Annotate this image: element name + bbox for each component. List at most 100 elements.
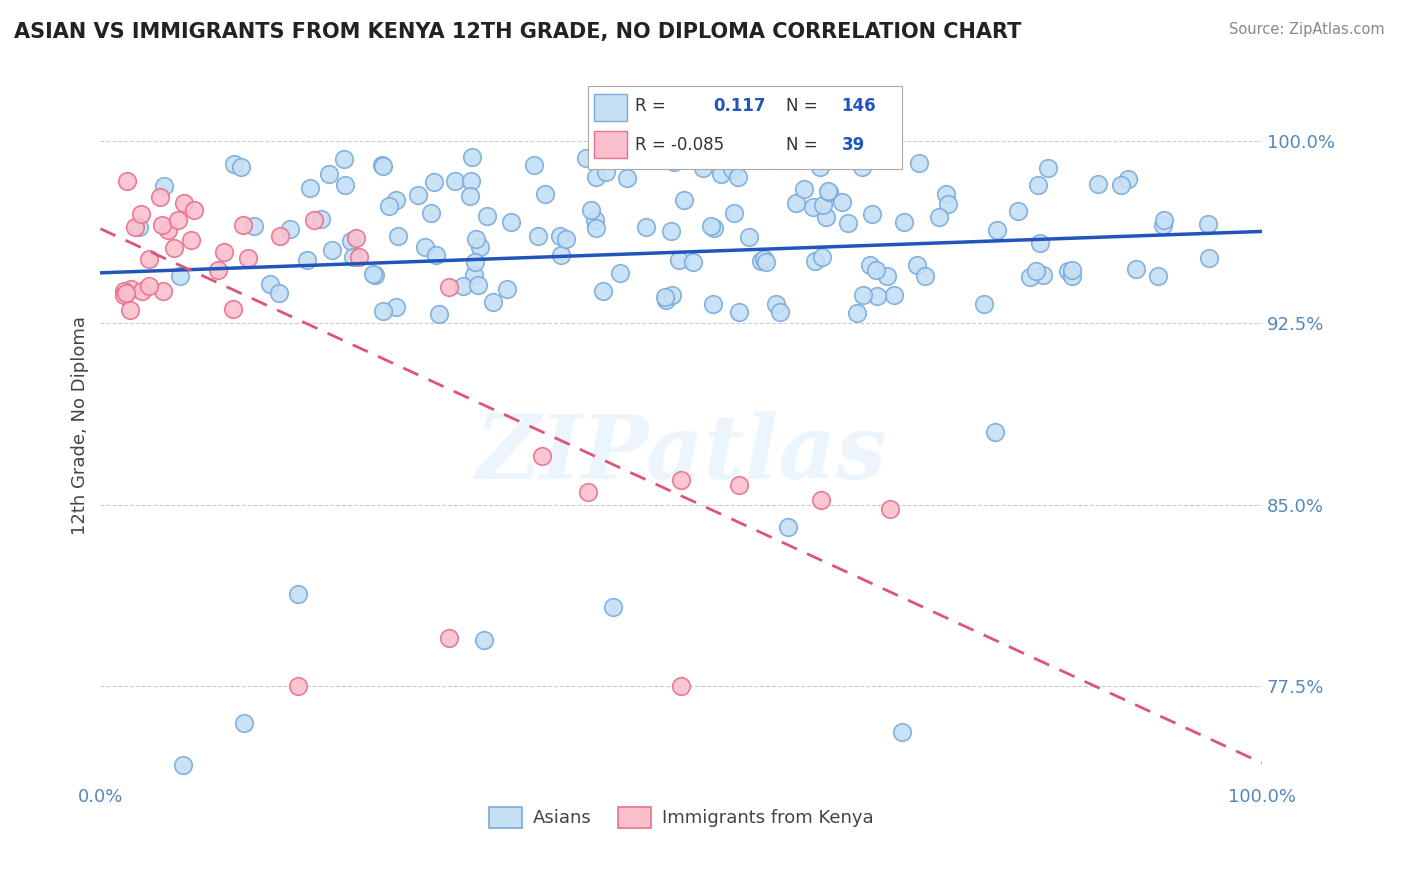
Point bbox=[1125, 261, 1147, 276]
Point bbox=[332, 153, 354, 167]
Point bbox=[302, 213, 325, 227]
Point bbox=[481, 294, 503, 309]
Point bbox=[860, 207, 883, 221]
Point bbox=[592, 284, 614, 298]
Point bbox=[120, 282, 142, 296]
Point bbox=[112, 288, 135, 302]
Point bbox=[530, 449, 553, 463]
Point bbox=[672, 193, 695, 207]
Text: 0.117: 0.117 bbox=[714, 97, 766, 115]
Point bbox=[776, 520, 799, 534]
Point bbox=[463, 268, 485, 282]
Point bbox=[682, 254, 704, 268]
Text: ASIAN VS IMMIGRANTS FROM KENYA 12TH GRADE, NO DIPLOMA CORRELATION CHART: ASIAN VS IMMIGRANTS FROM KENYA 12TH GRAD… bbox=[14, 22, 1021, 42]
Point bbox=[318, 167, 340, 181]
Point bbox=[803, 254, 825, 268]
Point bbox=[149, 189, 172, 203]
Point bbox=[232, 218, 254, 232]
Point bbox=[413, 240, 436, 254]
Point bbox=[865, 263, 887, 277]
Point bbox=[523, 158, 546, 172]
Point bbox=[723, 206, 745, 220]
Text: N =: N = bbox=[786, 136, 817, 154]
Point bbox=[437, 631, 460, 645]
Point bbox=[169, 269, 191, 284]
Point bbox=[472, 633, 495, 648]
Point bbox=[1153, 212, 1175, 227]
Point bbox=[893, 215, 915, 229]
Point bbox=[333, 178, 356, 193]
Point bbox=[156, 223, 179, 237]
Point bbox=[668, 253, 690, 268]
Point bbox=[212, 244, 235, 259]
Point bbox=[914, 268, 936, 283]
Point bbox=[287, 587, 309, 601]
Point bbox=[1025, 264, 1047, 278]
Point bbox=[384, 193, 406, 207]
Point bbox=[1038, 161, 1060, 175]
Point bbox=[817, 184, 839, 198]
Point bbox=[444, 174, 467, 188]
Point bbox=[344, 231, 367, 245]
Point bbox=[576, 485, 599, 500]
Point bbox=[340, 234, 363, 248]
Point bbox=[364, 268, 387, 283]
Point bbox=[406, 187, 429, 202]
Point bbox=[501, 215, 523, 229]
Point bbox=[728, 305, 751, 319]
Point bbox=[936, 197, 959, 211]
Point bbox=[138, 252, 160, 267]
Text: 146: 146 bbox=[841, 97, 876, 115]
Point bbox=[811, 250, 834, 264]
Point bbox=[527, 228, 550, 243]
Point bbox=[669, 473, 692, 487]
Point bbox=[342, 250, 364, 264]
Point bbox=[437, 279, 460, 293]
Point bbox=[1032, 268, 1054, 282]
Point bbox=[166, 213, 188, 227]
Point bbox=[758, 153, 780, 168]
Point bbox=[299, 181, 322, 195]
Point bbox=[654, 293, 676, 307]
Point bbox=[233, 716, 256, 731]
Point bbox=[1198, 252, 1220, 266]
Point bbox=[700, 219, 723, 233]
Point bbox=[755, 254, 778, 268]
Point bbox=[973, 297, 995, 311]
Point bbox=[152, 218, 174, 232]
Point bbox=[465, 232, 488, 246]
Point bbox=[373, 159, 395, 173]
Point bbox=[659, 224, 682, 238]
Point bbox=[883, 288, 905, 302]
Point bbox=[422, 175, 444, 189]
Point bbox=[727, 170, 749, 185]
Point bbox=[765, 297, 787, 311]
Point bbox=[837, 216, 859, 230]
Point bbox=[222, 156, 245, 170]
Point bbox=[451, 279, 474, 293]
Point bbox=[349, 250, 371, 264]
Point bbox=[907, 156, 929, 170]
Point bbox=[496, 282, 519, 296]
Point bbox=[1018, 269, 1040, 284]
Point bbox=[661, 288, 683, 302]
Point bbox=[768, 305, 790, 319]
Point bbox=[818, 186, 841, 200]
Point bbox=[986, 223, 1008, 237]
Point bbox=[984, 425, 1007, 440]
Point bbox=[378, 199, 401, 213]
Point bbox=[120, 302, 142, 317]
Point bbox=[666, 152, 689, 166]
Point bbox=[616, 170, 638, 185]
Text: R =: R = bbox=[634, 97, 665, 115]
Point bbox=[172, 758, 194, 772]
Point bbox=[461, 150, 484, 164]
Point bbox=[129, 206, 152, 220]
FancyBboxPatch shape bbox=[588, 87, 901, 169]
Point bbox=[810, 492, 832, 507]
Point bbox=[280, 222, 302, 236]
Point bbox=[458, 188, 481, 202]
Point bbox=[550, 248, 572, 262]
Point bbox=[1026, 178, 1049, 193]
Point bbox=[361, 267, 384, 281]
